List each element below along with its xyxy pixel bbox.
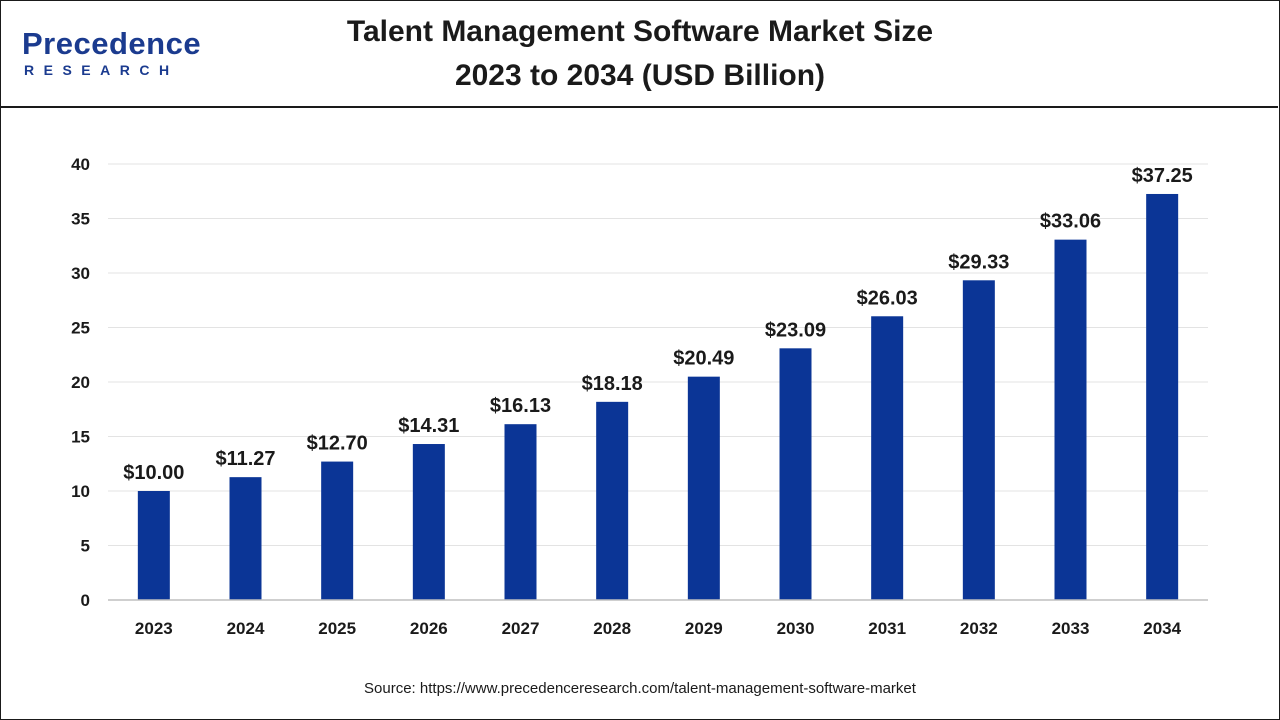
data-label: $18.18	[582, 373, 643, 395]
logo-subtitle: RESEARCH	[24, 62, 179, 78]
x-tick-label: 2032	[960, 619, 998, 638]
bar	[779, 348, 812, 600]
y-tick-label: 0	[81, 591, 90, 610]
y-axis-ticks: 0 5 10 15 20 25 30 35 40	[71, 155, 90, 610]
bar	[137, 491, 170, 600]
x-tick-label: 2030	[777, 619, 815, 638]
bar	[687, 376, 720, 600]
data-labels: $10.00 $11.27 $12.70 $14.31 $16.13 $18.18 $20.…	[123, 165, 1193, 484]
y-tick-label: 35	[71, 210, 90, 229]
y-tick-label: 15	[71, 428, 90, 447]
x-tick-label: 2026	[410, 619, 448, 638]
data-label: $26.03	[857, 287, 918, 309]
data-label: $33.06	[1040, 211, 1101, 233]
y-tick-label: 10	[71, 482, 90, 501]
bars	[137, 193, 1179, 600]
x-tick-label: 2025	[318, 619, 356, 638]
y-tick-label: 5	[81, 537, 90, 556]
x-tick-label: 2029	[685, 619, 723, 638]
gridlines	[108, 163, 1208, 546]
bar	[1054, 239, 1087, 600]
data-label: $23.09	[765, 319, 826, 341]
bar	[596, 401, 629, 600]
x-tick-label: 2034	[1143, 619, 1181, 638]
bar	[229, 477, 262, 600]
data-label: $16.13	[490, 395, 551, 417]
bar	[962, 280, 995, 600]
chart-subtitle: 2023 to 2034 (USD Billion)	[454, 59, 826, 92]
data-label: $12.70	[307, 433, 368, 455]
y-tick-label: 30	[71, 264, 90, 283]
bar	[321, 461, 354, 600]
bar	[871, 316, 904, 600]
logo-wordmark: Precedence	[22, 26, 202, 61]
data-label: $11.27	[215, 448, 275, 470]
source-note: Source: https://www.precedenceresearch.c…	[364, 680, 916, 697]
x-tick-label: 2027	[502, 619, 540, 638]
y-tick-label: 20	[71, 373, 90, 392]
data-label: $37.25	[1132, 165, 1193, 187]
x-tick-label: 2033	[1052, 619, 1090, 638]
x-axis-ticks: 2023 2024 2025 2026 2027 2028 2029 2030 2031 2032…	[135, 619, 1182, 638]
x-tick-label: 2023	[135, 619, 173, 638]
x-tick-label: 2031	[868, 619, 906, 638]
x-tick-label: 2024	[227, 619, 265, 638]
y-tick-label: 40	[71, 155, 90, 174]
y-tick-label: 25	[71, 319, 90, 338]
header: Precedence RESEARCH Talent Management So…	[0, 0, 1278, 108]
data-label: $29.33	[948, 251, 1009, 273]
chart-title: Talent Management Software Market Size	[346, 15, 934, 48]
precedence-research-logo: Precedence RESEARCH	[22, 26, 212, 86]
data-label: $10.00	[123, 462, 184, 484]
x-tick-label: 2028	[593, 619, 631, 638]
bar	[412, 444, 445, 600]
data-label: $14.31	[398, 415, 459, 437]
bar	[504, 424, 537, 600]
data-label: $20.49	[673, 348, 734, 370]
bar	[1146, 193, 1179, 600]
